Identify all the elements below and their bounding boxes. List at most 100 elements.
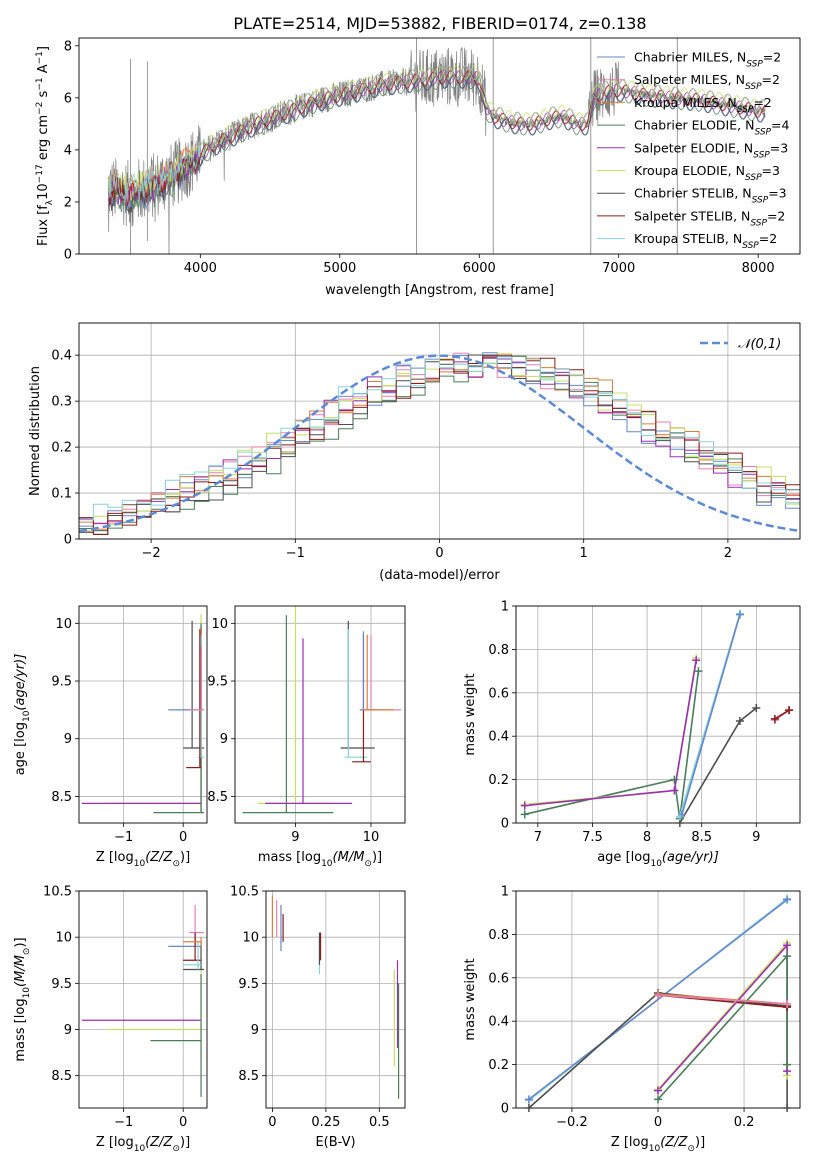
legend-text: Kroupa ELODIE, N bbox=[634, 163, 745, 178]
x-tick-label: 9 bbox=[752, 830, 760, 845]
y-tick-label: 0 bbox=[501, 1102, 509, 1117]
y-tick-label: 0.2 bbox=[488, 773, 509, 788]
label-part: s bbox=[36, 90, 51, 101]
y-tick-label: 8.5 bbox=[207, 790, 228, 805]
data-point-chab_miles bbox=[524, 1095, 533, 1104]
legend-n: =3 bbox=[762, 163, 780, 178]
legend-sub: SSP bbox=[750, 218, 767, 228]
data-point-salp_elodie bbox=[692, 656, 701, 665]
label-part: Z [log bbox=[96, 1135, 134, 1150]
plot-area-spectrum bbox=[107, 38, 766, 254]
y-axis-label: Flux [fλ10−17 erg cm−2 s−1 A−1] bbox=[35, 46, 55, 246]
legend-text: Salpeter MILES, N bbox=[634, 72, 745, 87]
legend-text: Chabrier MILES, N bbox=[634, 50, 746, 65]
legend-label-normal: 𝒩(0,1) bbox=[738, 337, 781, 352]
data-point-chab_miles bbox=[783, 895, 792, 904]
series-line-chab_miles bbox=[681, 614, 741, 815]
label-part: 10 bbox=[649, 1144, 661, 1154]
x-axis-label: E(B-V) bbox=[315, 1135, 355, 1150]
y-tick-label: 9 bbox=[64, 1023, 72, 1038]
series-line-salp_stelib bbox=[774, 709, 790, 720]
legend-sub: SSP bbox=[742, 241, 759, 251]
series-line-salp_miles bbox=[657, 994, 788, 1005]
y-tick-label: 9.5 bbox=[207, 675, 228, 690]
y-tick-label: 1 bbox=[501, 600, 509, 615]
y-tick-label: 9 bbox=[220, 732, 228, 747]
data-point-salp_elodie bbox=[654, 1086, 662, 1095]
label-part: ⊙ bbox=[22, 948, 32, 956]
label-part: )] bbox=[13, 937, 28, 947]
y-tick-label: 10.5 bbox=[230, 885, 259, 900]
x-tick-label: 8.5 bbox=[691, 830, 712, 845]
x-tick-label: 10 bbox=[363, 830, 380, 845]
y-tick-label: 0.8 bbox=[488, 643, 509, 658]
plot-area-age_vs_mass bbox=[242, 606, 402, 814]
legend-n: =3 bbox=[768, 186, 786, 201]
data-point-chab_stelib bbox=[752, 703, 761, 712]
x-tick-label: 0 bbox=[654, 1115, 662, 1130]
data-point-salp_elodie bbox=[670, 786, 679, 795]
y-tick-label: 0 bbox=[501, 817, 509, 832]
y-tick-label: 10 bbox=[55, 931, 72, 946]
data-point-chab_elodie bbox=[694, 667, 703, 676]
label-part: )] bbox=[372, 850, 382, 865]
x-tick-label: 2 bbox=[724, 546, 732, 561]
y-tick-label: 0 bbox=[64, 533, 72, 548]
data-point-salp_elodie bbox=[520, 801, 529, 810]
label-part: −17 bbox=[35, 164, 45, 183]
axes-frame bbox=[78, 322, 801, 540]
label-part: 10 bbox=[650, 859, 662, 869]
y-tick-label: 2 bbox=[64, 195, 72, 210]
label-part: ] bbox=[36, 46, 51, 51]
x-tick-label: 0 bbox=[179, 830, 187, 845]
label-part: Flux [f bbox=[36, 205, 51, 246]
y-tick-label: 10.5 bbox=[43, 885, 72, 900]
axes-frame bbox=[78, 37, 801, 255]
x-tick-label: 4000 bbox=[184, 261, 217, 276]
y-tick-label: 10 bbox=[211, 617, 228, 632]
label-part: E(B-V) bbox=[315, 1135, 355, 1150]
y-tick-label: 4 bbox=[64, 143, 72, 158]
label-part: (Z/Z bbox=[145, 1135, 173, 1150]
data-point-chab_miles bbox=[678, 810, 687, 819]
legend-label-salp_stelib: Salpeter STELIB, NSSP=2 bbox=[634, 208, 785, 228]
data-point-chab_stelib bbox=[735, 717, 744, 726]
legend-label-krou_miles: Kroupa MILES, NSSP=2 bbox=[634, 95, 772, 115]
data-point-salp_miles bbox=[783, 999, 792, 1008]
plot-area-residuals bbox=[79, 352, 800, 535]
data-point-salp_stelib bbox=[785, 706, 794, 715]
data-point-salp_elodie bbox=[783, 941, 792, 950]
y-tick-label: 0.2 bbox=[51, 441, 72, 456]
y-tick-label: 0.6 bbox=[488, 971, 509, 986]
x-tick-label: −1 bbox=[114, 1115, 133, 1130]
x-tick-label: 7000 bbox=[602, 261, 635, 276]
x-tick-label: 7 bbox=[534, 830, 542, 845]
y-tick-label: 0 bbox=[64, 248, 72, 263]
x-axis-label: (data-model)/error bbox=[379, 568, 500, 583]
label-part: 10 bbox=[321, 859, 333, 869]
label-part: mass [log bbox=[13, 998, 28, 1061]
legend-n: =2 bbox=[762, 72, 780, 87]
axes-frame bbox=[515, 605, 801, 824]
label-part: erg cm bbox=[36, 115, 51, 164]
x-tick-label: 0 bbox=[179, 1115, 187, 1130]
label-part: )] bbox=[180, 1135, 190, 1150]
y-tick-label: 8.5 bbox=[238, 1069, 259, 1084]
axes-frame bbox=[78, 605, 208, 824]
x-tick-label: 9 bbox=[291, 830, 299, 845]
x-tick-label: 0.2 bbox=[734, 1115, 755, 1130]
legend-text: Kroupa MILES, N bbox=[634, 95, 737, 110]
legend-n: =3 bbox=[770, 140, 788, 155]
x-tick-label: 5000 bbox=[323, 261, 356, 276]
axes-frame bbox=[265, 890, 406, 1109]
y-tick-label: 9.5 bbox=[238, 977, 259, 992]
y-tick-label: 10 bbox=[242, 931, 259, 946]
y-tick-label: 0.4 bbox=[488, 730, 509, 745]
x-axis-label: mass [log10(M/M⊙)] bbox=[258, 850, 382, 869]
legend-label-chab_stelib: Chabrier STELIB, NSSP=3 bbox=[634, 186, 787, 206]
legend-sub: SSP bbox=[746, 60, 763, 70]
label-part: mass [log bbox=[258, 850, 321, 865]
